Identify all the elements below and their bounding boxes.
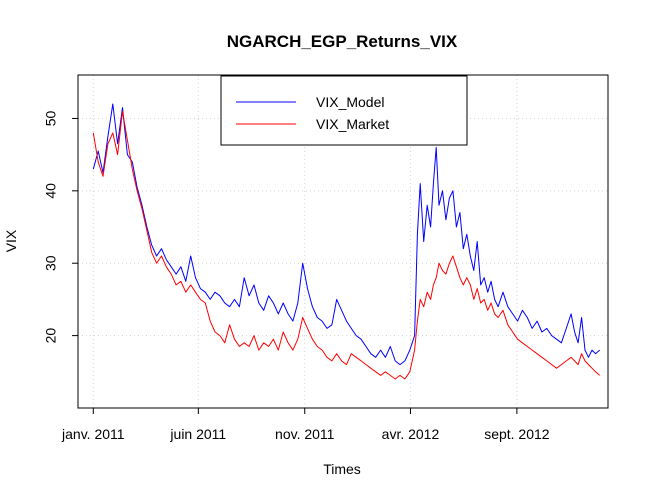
legend: VIX_Model VIX_Market bbox=[220, 75, 468, 146]
y-tick-label: 20 bbox=[43, 328, 59, 344]
y-tick-label: 50 bbox=[43, 110, 59, 126]
x-tick-label: juin 2011 bbox=[169, 426, 226, 442]
x-tick-label: avr. 2012 bbox=[382, 426, 440, 442]
y-axis: 20 30 40 50 bbox=[43, 110, 78, 343]
plot-frame bbox=[77, 74, 609, 409]
x-axis: janv. 2011 juin 2011 nov. 2011 avr. 2012 sep… bbox=[61, 408, 550, 442]
series-group bbox=[92, 103, 601, 380]
x-tick-label: nov. 2011 bbox=[275, 426, 335, 442]
y-tick-label: 40 bbox=[43, 183, 59, 199]
legend-label-model: VIX_Model bbox=[316, 94, 384, 110]
x-tick-label: sept. 2012 bbox=[484, 426, 550, 442]
x-tick-label: janv. 2011 bbox=[61, 426, 125, 442]
series-line-0 bbox=[92, 103, 601, 366]
legend-label-market: VIX_Market bbox=[316, 116, 389, 132]
chart-title: NGARCH_EGP_Returns_VIX bbox=[227, 32, 458, 51]
x-axis-label: Times bbox=[323, 461, 361, 477]
series-line-1 bbox=[92, 110, 601, 380]
y-axis-label: VIX bbox=[3, 229, 19, 252]
legend-box bbox=[220, 75, 468, 146]
y-tick-label: 30 bbox=[43, 255, 59, 271]
